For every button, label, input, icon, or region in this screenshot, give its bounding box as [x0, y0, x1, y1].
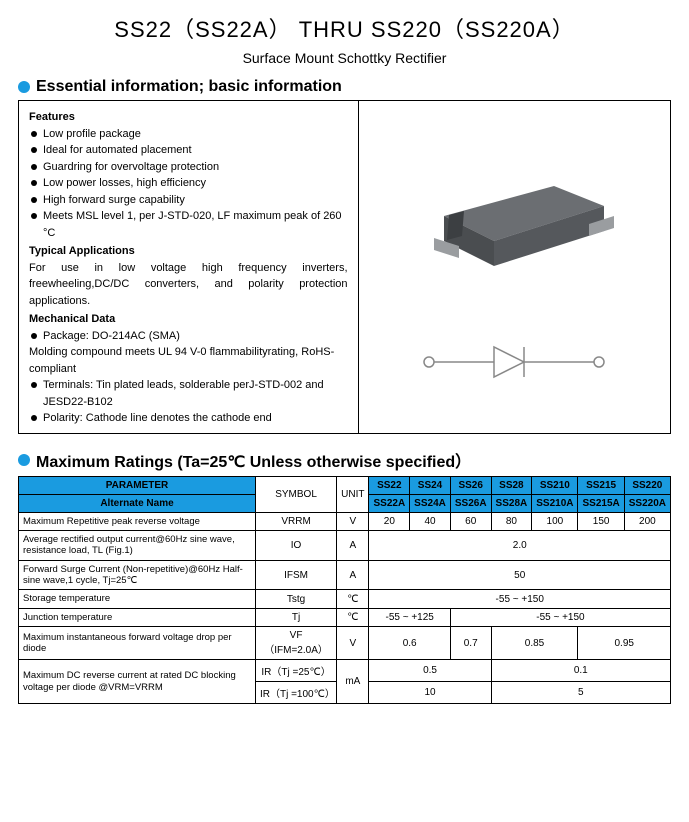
part: SS210 — [532, 476, 578, 494]
val: 0.95 — [578, 627, 671, 660]
part: SS26 — [450, 476, 491, 494]
mech-item: Terminals: Tin plated leads, solderable … — [29, 377, 348, 410]
table-row: Average rectified output current@60Hz si… — [19, 530, 671, 560]
param: Maximum DC reverse current at rated DC b… — [19, 660, 256, 704]
info-box: Features Low profile package Ideal for a… — [18, 100, 671, 434]
table-header-row: PARAMETER SYMBOL UNIT SS22 SS24 SS26 SS2… — [19, 476, 671, 494]
val: 10 — [369, 682, 491, 704]
symbol: IR（Tj =100℃） — [255, 682, 336, 704]
unit: mA — [337, 660, 369, 704]
val: 0.6 — [369, 627, 450, 660]
features-label: Features — [29, 109, 348, 126]
alt: SS22A — [369, 494, 410, 512]
mech-list: Package: DO-214AC (SMA) — [29, 328, 348, 345]
features-list: Low profile package Ideal for automated … — [29, 126, 348, 242]
mech-label: Mechanical Data — [29, 311, 348, 328]
symbol: IFSM — [255, 560, 336, 590]
mech-item: Polarity: Cathode line denotes the catho… — [29, 410, 348, 427]
unit: ℃ — [337, 590, 369, 608]
alt: SS28A — [491, 494, 532, 512]
val: 50 — [369, 560, 671, 590]
param: Storage temperature — [19, 590, 256, 608]
val: 0.1 — [491, 660, 670, 682]
page-title: SS22（SS22A） THRU SS220（SS220A） — [18, 12, 671, 44]
val: 0.7 — [450, 627, 491, 660]
table-row: Maximum Repetitive peak reverse voltage … — [19, 512, 671, 530]
val: 150 — [578, 512, 624, 530]
part: SS22 — [369, 476, 410, 494]
val: 20 — [369, 512, 410, 530]
val: -55 ~ +150 — [450, 608, 670, 626]
val: 0.85 — [491, 627, 578, 660]
symbol: Tstg — [255, 590, 336, 608]
section1-title: Essential information; basic information — [36, 78, 342, 96]
val: 100 — [532, 512, 578, 530]
bullet-icon — [18, 454, 30, 466]
feature-item: Guardring for overvoltage protection — [29, 159, 348, 176]
param: Maximum Repetitive peak reverse voltage — [19, 512, 256, 530]
symbol: VF （IFM=2.0A） — [255, 627, 336, 660]
alt: SS24A — [410, 494, 451, 512]
feature-item: Meets MSL level 1, per J-STD-020, LF max… — [29, 208, 348, 241]
param: Forward Surge Current (Non-repetitive)@6… — [19, 560, 256, 590]
unit: A — [337, 530, 369, 560]
feature-item: Low profile package — [29, 126, 348, 143]
param: Average rectified output current@60Hz si… — [19, 530, 256, 560]
mech-note: Molding compound meets UL 94 V-0 flammab… — [29, 344, 348, 377]
val: 80 — [491, 512, 532, 530]
mech-item: Package: DO-214AC (SMA) — [29, 328, 348, 345]
info-left: Features Low profile package Ideal for a… — [19, 101, 358, 433]
alt: SS215A — [578, 494, 624, 512]
symbol: Tj — [255, 608, 336, 626]
table-row: Maximum DC reverse current at rated DC b… — [19, 660, 671, 682]
unit: ℃ — [337, 608, 369, 626]
info-right — [358, 101, 670, 433]
part: SS28 — [491, 476, 532, 494]
feature-item: Low power losses, high efficiency — [29, 175, 348, 192]
table-row: Storage temperature Tstg ℃ -55 ~ +150 — [19, 590, 671, 608]
apps-text: For use in low voltage high frequency in… — [29, 260, 348, 310]
val: -55 ~ +125 — [369, 608, 450, 626]
section2-title: Maximum Ratings (Ta=25℃ Unless otherwise… — [36, 448, 471, 472]
alt: SS220A — [624, 494, 670, 512]
bullet-icon — [18, 81, 30, 93]
hdr-param: PARAMETER — [19, 476, 256, 494]
feature-item: Ideal for automated placement — [29, 142, 348, 159]
alt: SS210A — [532, 494, 578, 512]
unit: A — [337, 560, 369, 590]
hdr-symbol: SYMBOL — [255, 476, 336, 512]
table-row: Junction temperature Tj ℃ -55 ~ +125 -55… — [19, 608, 671, 626]
unit: V — [337, 512, 369, 530]
section2-header: Maximum Ratings (Ta=25℃ Unless otherwise… — [18, 448, 671, 472]
component-3d-icon — [404, 146, 624, 286]
hdr-unit: UNIT — [337, 476, 369, 512]
part: SS24 — [410, 476, 451, 494]
table-row: Maximum instantaneous forward voltage dr… — [19, 627, 671, 660]
alt: SS26A — [450, 494, 491, 512]
val: -55 ~ +150 — [369, 590, 671, 608]
apps-label: Typical Applications — [29, 243, 348, 260]
section1-header: Essential information; basic information — [18, 78, 671, 96]
diode-symbol-icon — [414, 337, 614, 387]
val: 200 — [624, 512, 670, 530]
unit: V — [337, 627, 369, 660]
param: Maximum instantaneous forward voltage dr… — [19, 627, 256, 660]
table-row: Forward Surge Current (Non-repetitive)@6… — [19, 560, 671, 590]
feature-item: High forward surge capability — [29, 192, 348, 209]
val: 40 — [410, 512, 451, 530]
page-subtitle: Surface Mount Schottky Rectifier — [18, 50, 671, 66]
symbol: VRRM — [255, 512, 336, 530]
val: 5 — [491, 682, 670, 704]
symbol: IO — [255, 530, 336, 560]
hdr-alt: Alternate Name — [19, 494, 256, 512]
part: SS215 — [578, 476, 624, 494]
part: SS220 — [624, 476, 670, 494]
symbol: IR（Tj =25℃） — [255, 660, 336, 682]
mech-list2: Terminals: Tin plated leads, solderable … — [29, 377, 348, 427]
val: 0.5 — [369, 660, 491, 682]
val: 60 — [450, 512, 491, 530]
ratings-table: PARAMETER SYMBOL UNIT SS22 SS24 SS26 SS2… — [18, 476, 671, 705]
val: 2.0 — [369, 530, 671, 560]
param: Junction temperature — [19, 608, 256, 626]
